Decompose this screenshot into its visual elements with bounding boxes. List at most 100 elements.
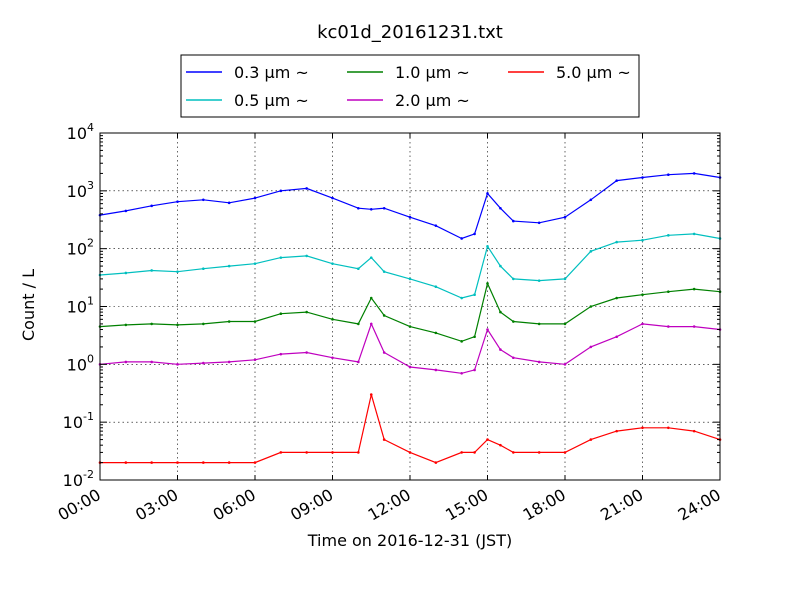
series-5-point bbox=[473, 451, 476, 454]
series-line-3 bbox=[99, 281, 721, 342]
series-5-point bbox=[589, 438, 593, 441]
series-3-point bbox=[499, 310, 502, 314]
series-5-point bbox=[460, 451, 463, 454]
series-4-point bbox=[692, 325, 696, 328]
x-tick-label: 09:00 bbox=[287, 485, 336, 525]
series-4-point bbox=[460, 371, 463, 375]
series-4-point bbox=[369, 322, 373, 326]
series-2-point bbox=[667, 234, 670, 237]
y-tick-base: 10 bbox=[67, 124, 87, 143]
series-1-point bbox=[382, 206, 386, 210]
series-3-point bbox=[589, 305, 593, 308]
series-1-point bbox=[369, 207, 373, 211]
series-3-point bbox=[434, 331, 438, 335]
series-1-point bbox=[434, 224, 438, 227]
series-5-point bbox=[563, 451, 567, 454]
series-4-point bbox=[667, 325, 670, 328]
series-2-point bbox=[641, 238, 644, 242]
series-5-point bbox=[434, 461, 438, 464]
y-tick-exponent: -1 bbox=[83, 410, 94, 423]
y-tick-label: 10-1 bbox=[63, 410, 94, 432]
series-3-point bbox=[124, 323, 128, 327]
x-tick-label: 21:00 bbox=[597, 485, 646, 525]
series-4-point bbox=[279, 352, 283, 356]
series-1-point bbox=[589, 198, 593, 202]
series-2-point bbox=[434, 285, 438, 288]
y-tick-label: 100 bbox=[67, 352, 94, 374]
series-1-point bbox=[202, 198, 205, 202]
series-4-point bbox=[124, 360, 128, 364]
series-3-point bbox=[563, 322, 567, 326]
series-1-point bbox=[357, 206, 360, 210]
series-4-point bbox=[641, 322, 644, 326]
series-2-point bbox=[176, 270, 179, 273]
series-5-point bbox=[227, 461, 231, 464]
series-4-point bbox=[357, 360, 360, 364]
series-5-point bbox=[202, 461, 205, 464]
series-3-point bbox=[227, 320, 231, 323]
series-1-point bbox=[331, 196, 334, 200]
series-1-point bbox=[227, 201, 231, 205]
y-tick-label: 10-2 bbox=[63, 468, 94, 490]
series-3-point bbox=[615, 296, 618, 300]
grid-lines bbox=[100, 133, 720, 480]
y-tick-exponent: 1 bbox=[87, 295, 94, 308]
series-2-point bbox=[460, 296, 463, 300]
x-axis-label: Time on 2016-12-31 (JST) bbox=[307, 531, 512, 550]
x-tick-label: 00:00 bbox=[55, 485, 104, 525]
series-2-point bbox=[202, 267, 205, 271]
series-4-point bbox=[537, 360, 541, 364]
series-3-point bbox=[357, 322, 360, 326]
series-5-point bbox=[512, 451, 515, 454]
series-2-point bbox=[279, 256, 283, 259]
series-1-point bbox=[124, 209, 128, 213]
y-tick-base: 10 bbox=[63, 471, 83, 490]
series-3-point bbox=[253, 320, 257, 323]
series-1-point bbox=[279, 189, 283, 193]
series-4-point bbox=[434, 368, 438, 372]
axis-ticks: 00:00 03:00 06:00 09:00 12:00 15:00 18:00 21:00… bbox=[55, 121, 724, 525]
series-4-point bbox=[512, 356, 515, 360]
series-5-point bbox=[692, 429, 696, 433]
x-tick-label: 12:00 bbox=[365, 485, 414, 525]
series-3-point bbox=[331, 318, 334, 321]
x-tick-label: 06:00 bbox=[210, 485, 259, 525]
series-2-point bbox=[692, 232, 696, 236]
y-tick-base: 10 bbox=[67, 298, 87, 317]
series-2-point bbox=[486, 244, 489, 248]
series-5-point bbox=[667, 426, 670, 430]
legend-label: 2.0 µm ~ bbox=[395, 91, 470, 110]
series-2-point bbox=[369, 256, 373, 259]
series-5-point bbox=[331, 451, 334, 454]
series-4-point bbox=[563, 363, 567, 366]
series-4-point bbox=[150, 360, 153, 364]
y-tick-label: 102 bbox=[67, 237, 94, 259]
series-3-point bbox=[279, 312, 283, 316]
series-1-point bbox=[150, 204, 153, 208]
series-5-point bbox=[408, 451, 412, 454]
y-tick-label: 103 bbox=[67, 179, 94, 201]
legend-label: 5.0 µm ~ bbox=[556, 63, 631, 82]
series-2-point bbox=[227, 264, 231, 268]
series-1-point bbox=[563, 215, 567, 219]
y-tick-exponent: -2 bbox=[83, 468, 94, 481]
series-2-point bbox=[305, 254, 308, 258]
series-4-point bbox=[408, 365, 412, 369]
series-3-point bbox=[641, 293, 644, 296]
series-5-point bbox=[641, 426, 644, 430]
series-4-point bbox=[176, 363, 179, 366]
series-1-point bbox=[537, 221, 541, 225]
series-5-point bbox=[537, 451, 541, 454]
chart-title: kc01d_20161231.txt bbox=[317, 22, 503, 43]
y-tick-exponent: 3 bbox=[87, 179, 94, 192]
series-line-4 bbox=[99, 322, 721, 374]
series-2-point bbox=[473, 293, 476, 296]
y-tick-base: 10 bbox=[67, 182, 87, 201]
series-2-point bbox=[124, 271, 128, 275]
series-4-point bbox=[227, 360, 231, 364]
legend-label: 0.5 µm ~ bbox=[234, 91, 309, 110]
series-3-point bbox=[202, 322, 205, 326]
series-4-point bbox=[253, 358, 257, 362]
series-5-point bbox=[486, 438, 489, 441]
x-tick-label: 03:00 bbox=[132, 485, 181, 525]
